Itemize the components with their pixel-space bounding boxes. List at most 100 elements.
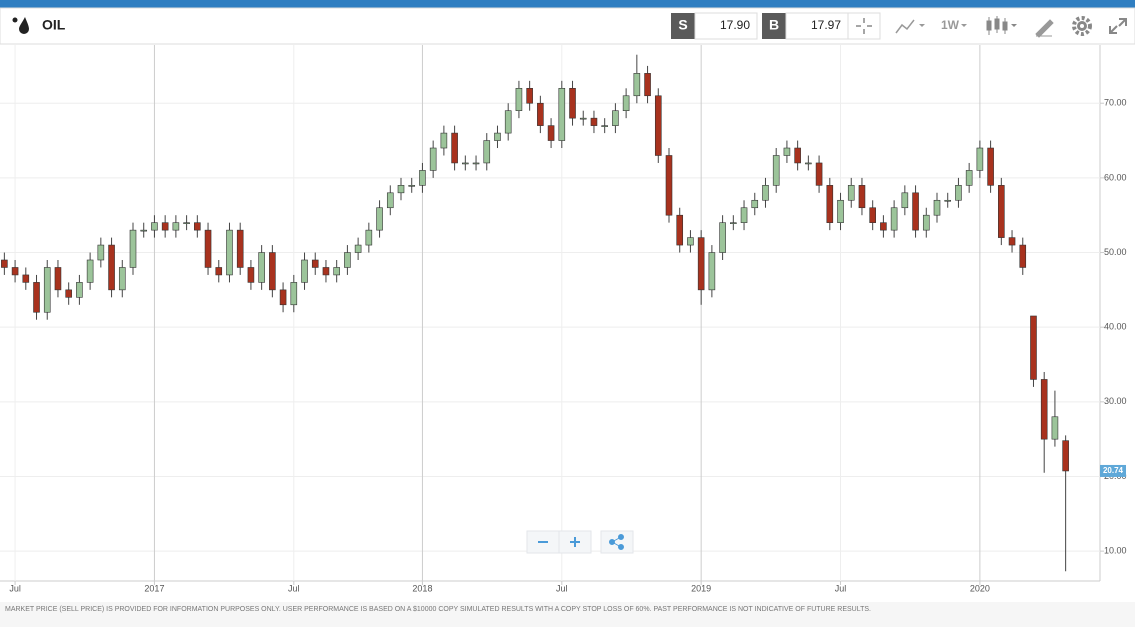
candle-body <box>772 155 780 186</box>
candle-body <box>590 117 598 126</box>
candle-body <box>944 199 952 202</box>
candle-body <box>569 87 576 119</box>
candle-body <box>65 289 72 298</box>
candle-body <box>97 244 105 261</box>
chart-type-button[interactable] <box>895 19 925 34</box>
x-tick-label: Jul <box>556 583 568 593</box>
candle-body <box>472 162 480 165</box>
candle-body <box>344 252 351 268</box>
candle-body <box>526 87 533 104</box>
candle-body <box>880 222 887 231</box>
share-button[interactable] <box>609 534 624 550</box>
candle-body <box>537 102 544 126</box>
draw-button[interactable] <box>1035 19 1054 38</box>
footer <box>0 602 1135 627</box>
indicators-button[interactable] <box>986 16 1017 35</box>
x-tick-label: 2019 <box>691 583 711 593</box>
buy-button[interactable] <box>762 13 786 39</box>
interval[interactable]: 1W <box>941 18 960 32</box>
candle-body <box>151 222 158 231</box>
candle-body <box>386 192 394 209</box>
sell-label[interactable]: S <box>678 17 687 33</box>
y-tick-label: 70.00 <box>1104 98 1127 108</box>
top-bar <box>0 0 1135 8</box>
candle-body <box>440 132 448 149</box>
candle-body <box>837 199 844 223</box>
disclaimer: MARKET PRICE (SELL PRICE) IS PROVIDED FO… <box>5 606 871 613</box>
candle-body <box>365 229 373 246</box>
candle-body <box>847 185 855 201</box>
candle-body <box>708 252 716 291</box>
candle-body <box>451 132 458 164</box>
candle-body <box>129 229 137 268</box>
candle-body <box>140 229 148 232</box>
buy-label[interactable]: B <box>769 17 779 33</box>
x-tick-label: 2018 <box>412 583 432 593</box>
candle-body <box>301 259 308 283</box>
last-price-tag <box>1100 464 1126 477</box>
interval-caret[interactable] <box>961 24 967 27</box>
candle-body <box>1030 315 1037 380</box>
candle-body <box>236 229 244 268</box>
candle-body <box>172 222 180 231</box>
candle-body <box>858 185 866 209</box>
candle-body <box>108 244 115 291</box>
candle-body <box>622 95 630 111</box>
sell-price: 17.90 <box>720 18 750 32</box>
candle-body <box>697 237 705 291</box>
candle-body <box>408 185 416 187</box>
candle-body <box>922 214 930 231</box>
candle-body <box>955 185 962 201</box>
candle-body <box>333 267 340 276</box>
candle-body <box>558 87 566 141</box>
candle-body <box>279 289 287 306</box>
buy-price: 17.97 <box>811 18 841 32</box>
candle-body <box>515 87 523 111</box>
candle-body <box>118 267 126 291</box>
candle-body <box>676 214 684 246</box>
oil-icon <box>12 17 29 34</box>
candle-body <box>322 267 330 276</box>
y-tick-label: 60.00 <box>1104 172 1127 182</box>
candle-body <box>998 185 1005 238</box>
candle-body <box>740 207 748 223</box>
y-tick-label: 50.00 <box>1104 247 1127 257</box>
candle-body <box>311 259 319 268</box>
candle-body <box>194 222 201 231</box>
y-tick-label: 10.00 <box>1104 546 1127 556</box>
x-tick-label: Jul <box>835 583 847 593</box>
plot: 10.0020.0030.0040.0050.0060.0070.00Jul20… <box>0 45 1127 593</box>
candle-body <box>687 237 694 246</box>
sell-button[interactable] <box>671 13 695 39</box>
candle-body <box>633 73 641 97</box>
candle-body <box>22 274 30 283</box>
candle-body <box>258 252 265 283</box>
candle-body <box>419 170 426 186</box>
candle-body <box>1019 244 1027 268</box>
last-price-label: 20.74 <box>1103 466 1124 475</box>
settings-button[interactable] <box>1072 16 1092 36</box>
candle-body <box>11 267 19 276</box>
candle-body <box>462 162 469 165</box>
x-tick-label: Jul <box>288 583 300 593</box>
x-tick-label: 2020 <box>970 583 990 593</box>
symbol: OIL <box>42 17 66 33</box>
toolbar <box>0 7 1135 45</box>
candle-body <box>269 252 276 291</box>
candle-body <box>33 282 40 313</box>
zoom-in-button[interactable] <box>570 537 580 547</box>
candle-body <box>1040 379 1048 440</box>
fullscreen-button[interactable] <box>1109 18 1127 34</box>
candle-body <box>965 170 973 186</box>
candle-body <box>429 147 437 171</box>
candle-body <box>601 125 608 127</box>
candle-body <box>483 140 491 164</box>
candle-body <box>654 95 662 156</box>
candle-body <box>783 147 791 156</box>
candle-body <box>183 222 190 224</box>
candle-body <box>869 207 876 223</box>
y-tick-label: 40.00 <box>1104 322 1127 332</box>
crosshair-button[interactable] <box>847 12 881 40</box>
candle-body <box>912 192 919 231</box>
candle-body <box>1062 440 1069 472</box>
